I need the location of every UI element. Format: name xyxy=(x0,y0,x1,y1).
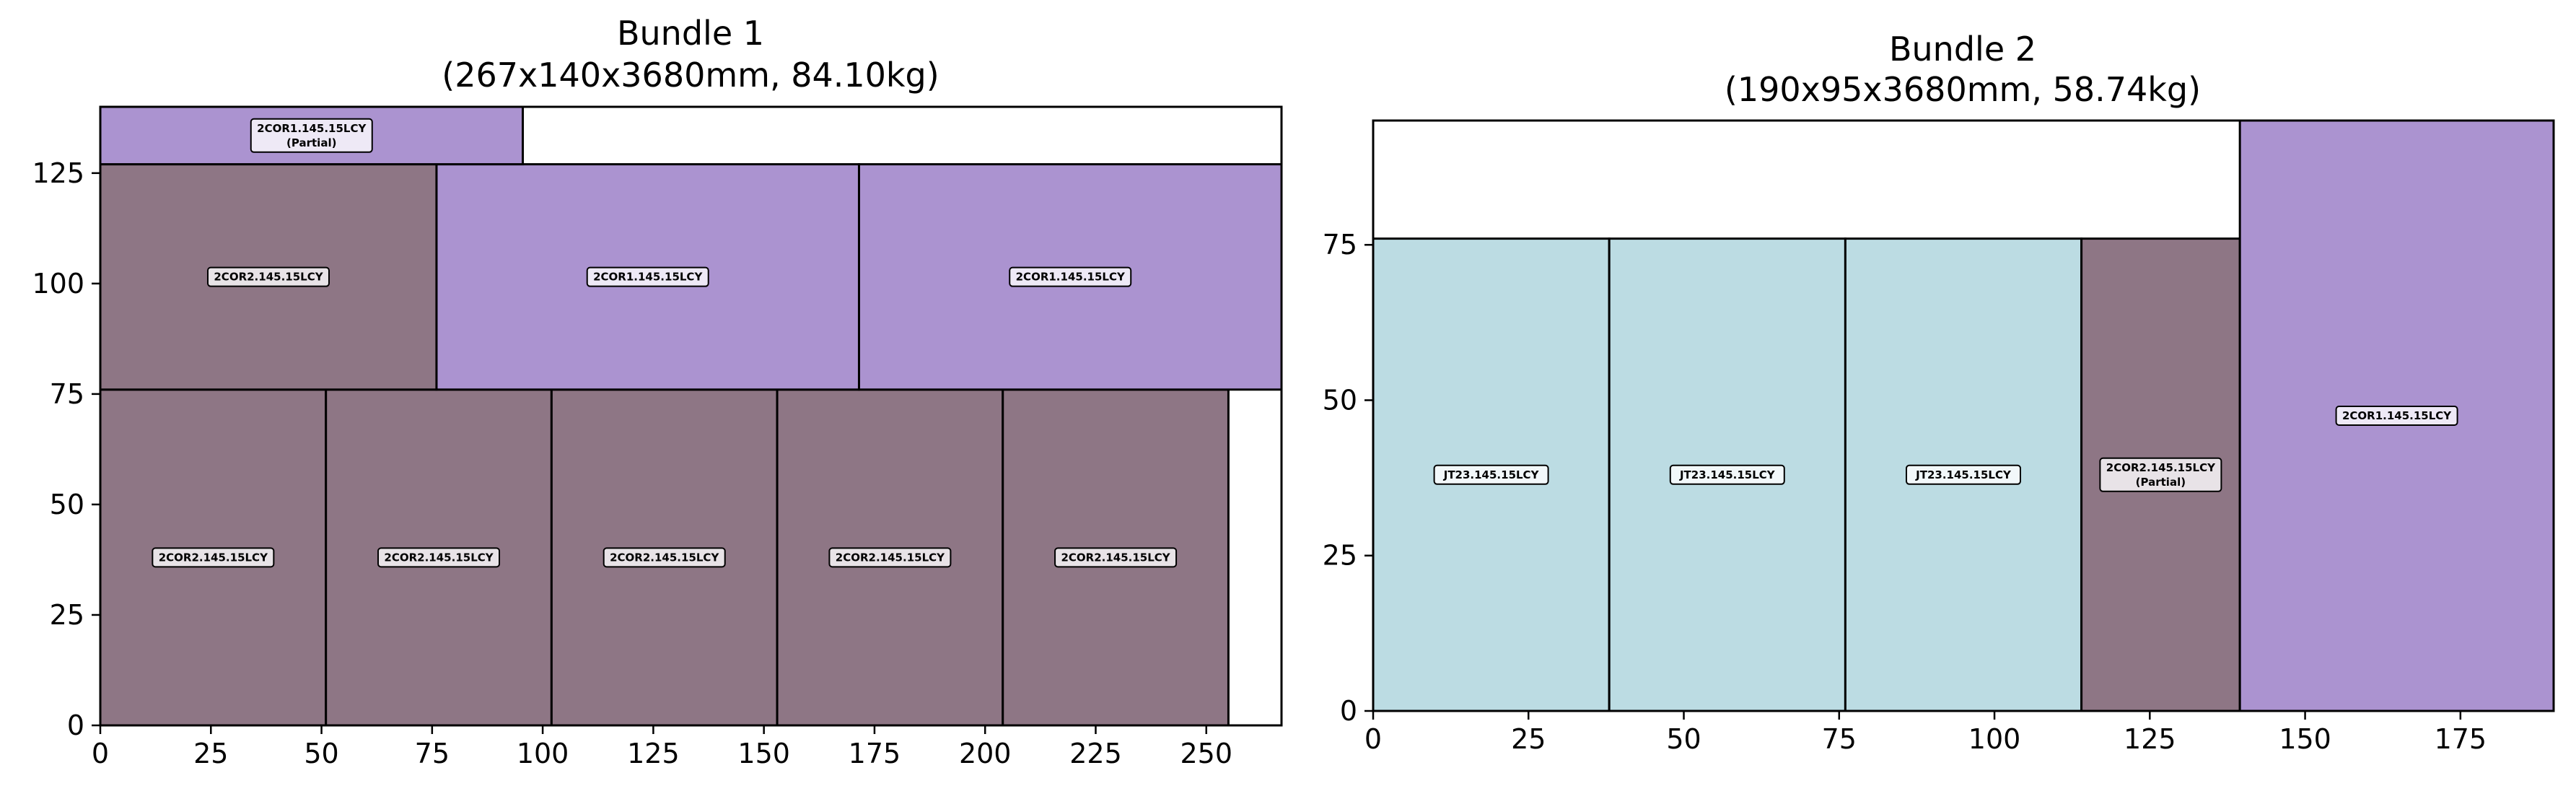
piece-label-box xyxy=(1054,547,1178,568)
piece-label: JT23.145.15LCY xyxy=(1915,468,2012,481)
x-tick-label: 0 xyxy=(1364,723,1382,755)
x-tick-label: 150 xyxy=(2279,723,2331,755)
x-tick-label: 0 xyxy=(92,738,109,769)
piece-label-box xyxy=(1009,266,1132,287)
x-tick-label: 225 xyxy=(1069,738,1122,769)
axes-frame xyxy=(99,105,1283,727)
x-tick-label: 50 xyxy=(1666,723,1701,755)
piece-label: 2COR2.145.15LCY xyxy=(159,551,268,564)
y-tick-label: 0 xyxy=(1340,695,1357,727)
piece-label-box xyxy=(603,547,726,568)
chart-title: Bundle 1 xyxy=(617,14,764,53)
x-tick-label: 150 xyxy=(737,738,790,769)
piece-label-box xyxy=(586,266,709,287)
x-tick-label: 200 xyxy=(959,738,1012,769)
y-tick-label: 0 xyxy=(67,710,84,741)
y-tick-label: 50 xyxy=(50,489,84,520)
piece-label: 2COR2.145.15LCY xyxy=(2106,461,2216,474)
chart-subtitle: (267x140x3680mm, 84.10kg) xyxy=(442,56,939,95)
piece-label: 2COR2.145.15LCY xyxy=(384,551,494,564)
bundle-2-chart: Bundle 2 (190x95x3680mm, 58.74kg) JT23.1… xyxy=(1323,30,2555,755)
y-tick-label: 50 xyxy=(1323,384,1357,416)
y-tick-label: 100 xyxy=(32,268,84,300)
piece-label: 2COR2.145.15LCY xyxy=(836,551,945,564)
piece-label-box xyxy=(206,266,330,287)
piece-label-note: (Partial) xyxy=(2136,476,2186,489)
x-tick-label: 125 xyxy=(2124,723,2176,755)
x-tick-label: 100 xyxy=(1968,723,2021,755)
y-tick-label: 75 xyxy=(50,378,84,410)
piece-label-box xyxy=(377,547,501,568)
x-tick-label: 25 xyxy=(193,738,228,769)
x-tick-label: 100 xyxy=(517,738,569,769)
y-tick-label: 75 xyxy=(1323,229,1357,261)
axes-frame xyxy=(1372,119,2555,712)
y-tick-label: 25 xyxy=(50,599,84,631)
bundle-1-chart: Bundle 1 (267x140x3680mm, 84.10kg) 2COR2… xyxy=(32,14,1283,769)
x-tick-label: 75 xyxy=(1822,723,1857,755)
x-tick-label: 75 xyxy=(415,738,450,769)
piece-label-box xyxy=(2099,457,2222,492)
piece-label-box xyxy=(1669,464,1785,485)
piece-label-box xyxy=(152,547,275,568)
piece-label-box xyxy=(1906,464,2021,485)
piece-label: 2COR1.145.15LCY xyxy=(257,122,367,135)
x-tick-label: 250 xyxy=(1180,738,1233,769)
piece-label: JT23.145.15LCY xyxy=(1443,468,1540,481)
piece-label: JT23.145.15LCY xyxy=(1679,468,1776,481)
chart-title: Bundle 2 xyxy=(1889,30,2036,69)
piece-label: 2COR2.145.15LCY xyxy=(214,271,323,284)
x-tick-label: 125 xyxy=(627,738,680,769)
piece-label: 2COR2.145.15LCY xyxy=(610,551,719,564)
piece-label-box xyxy=(828,547,952,568)
y-tick-label: 125 xyxy=(32,157,84,189)
piece-label-box xyxy=(250,118,373,153)
x-tick-label: 50 xyxy=(304,738,338,769)
x-tick-label: 25 xyxy=(1511,723,1546,755)
bundle-1-plot-area: 2COR2.145.15LCY 2COR2.145.15LCY 2COR2.145.… xyxy=(32,105,1283,769)
chart-subtitle: (190x95x3680mm, 58.74kg) xyxy=(1725,70,2201,109)
piece-label-note: (Partial) xyxy=(286,136,336,149)
y-tick-label: 25 xyxy=(1323,540,1357,572)
piece-label: 2COR1.145.15LCY xyxy=(2342,409,2452,422)
piece-label: 2COR1.145.15LCY xyxy=(593,271,703,284)
piece-label-box xyxy=(2335,406,2458,426)
piece-label-box xyxy=(1433,464,1549,485)
piece-label: 2COR2.145.15LCY xyxy=(1061,551,1170,564)
x-tick-label: 175 xyxy=(849,738,901,769)
piece-label: 2COR1.145.15LCY xyxy=(1016,271,1126,284)
bundle-2-plot-area: JT23.145.15LCY JT23.145.15LCY JT23.145.15L… xyxy=(1323,119,2555,755)
x-tick-label: 175 xyxy=(2435,723,2487,755)
